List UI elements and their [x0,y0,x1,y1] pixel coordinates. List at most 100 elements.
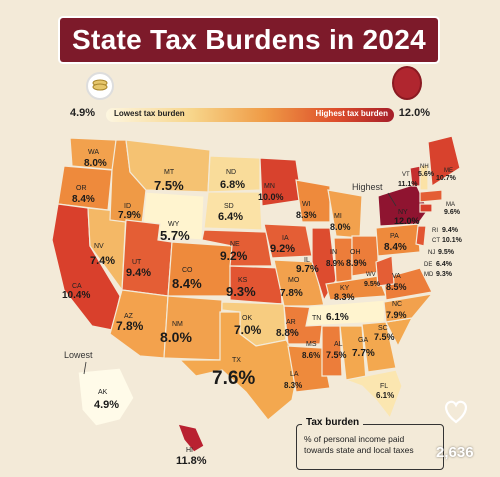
label-abbr-tn: TN [312,315,321,322]
state-ga [361,321,397,373]
label-abbr-mi: MI [334,213,342,220]
scale-low-label: Lowest tax burden [114,109,185,118]
label-value-wa: 8.0% [84,158,107,169]
lowest-callout-line [83,361,87,375]
label-value-nv: 7.4% [90,255,115,267]
legend-box [296,424,444,470]
label-value-nm: 8.0% [160,329,192,345]
label-value-la: 8.3% [284,381,302,390]
label-abbr-nm: NM [172,321,183,328]
label-value-nd: 6.8% [220,179,245,191]
label-value-va: 8.5% [386,282,407,292]
label-abbr-al: AL [334,341,343,348]
label-value-ak: 4.9% [94,399,119,411]
scale-high-value: 12.0% [398,107,430,119]
label-abbr-mn: MN [264,183,275,190]
label-value-mn: 10.0% [258,192,284,202]
like-count: 2,636 [436,444,474,461]
label-value-ma: 9.6% [444,209,461,216]
state-nh [419,163,429,191]
label-abbr-mo: MO [288,277,300,284]
label-abbr-nc: NC [392,301,402,308]
label-value-mt: 7.5% [154,178,184,193]
label-abbr-me: ME [444,168,453,174]
state-az [109,289,169,359]
label-value-wy: 5.7% [160,228,190,243]
label-abbr-oh: OH [350,249,361,256]
label-value-tx: 7.6% [212,368,255,389]
label-abbr-pa: PA [390,233,399,240]
state-nj [415,225,427,247]
label-abbr-ne: NE [230,241,240,248]
label-value-md: 9.3% [436,271,453,278]
label-abbr-in: IN [330,249,337,256]
label-abbr-wy: WY [168,221,180,228]
label-value-id: 7.9% [118,210,141,221]
label-value-ky: 8.3% [334,292,355,302]
page-title: State Tax Burdens in 2024 [72,24,426,55]
scale-gradient-bar [106,108,394,122]
label-abbr-fl: FL [380,383,388,390]
label-value-ne: 9.2% [220,249,248,263]
label-value-ks: 9.3% [226,284,256,299]
legend-description: % of personal income paid towards state … [304,434,414,455]
label-value-nh: 5.6% [418,171,435,178]
state-ms [321,325,343,377]
state-nc [383,293,434,323]
label-abbr-wv: WV [366,272,376,278]
state-ak [77,367,135,427]
label-value-tn: 6.1% [326,312,349,323]
label-value-ia: 9.2% [270,243,295,255]
label-abbr-ca: CA [72,283,82,290]
label-abbr-or: OR [76,185,87,192]
label-value-il: 9.7% [296,264,319,275]
label-value-or: 8.4% [72,194,95,205]
label-abbr-wi: WI [302,201,311,208]
callout-highest: Highest [352,182,383,192]
label-abbr-ma: MA [446,202,455,208]
scale-high-label: Highest tax burden [315,109,388,118]
state-nm [163,295,223,361]
state-hi [177,423,205,453]
highest-callout-line [387,192,397,207]
label-abbr-wa: WA [88,149,99,156]
label-abbr-ok: OK [242,315,252,322]
label-value-fl: 6.1% [376,391,394,400]
state-nd [207,155,261,193]
label-abbr-ak: AK [98,389,108,396]
label-abbr-mt: MT [164,169,175,176]
label-abbr-sc: SC [378,325,388,332]
label-abbr-ia: IA [282,235,289,242]
state-shapes [51,135,461,453]
label-value-ga: 7.7% [352,348,375,359]
label-value-ny: 12.0% [394,216,420,226]
label-value-oh: 8.9% [346,258,367,268]
state-fl [343,369,403,420]
state-oh [351,235,379,277]
like-heart-icon[interactable] [442,398,470,424]
label-abbr-la: LA [290,371,299,378]
label-value-mi: 8.0% [330,222,351,232]
label-value-ut: 9.4% [126,267,151,279]
label-abbr-tx: TX [232,357,241,364]
label-value-in: 8.9% [326,259,344,268]
label-value-ok: 7.0% [234,323,262,337]
label-value-pa: 8.4% [384,242,407,253]
label-value-ct: 10.1% [442,237,463,244]
label-value-ar: 8.8% [276,328,299,339]
label-value-az: 7.8% [116,319,144,333]
label-abbr-ms: MS [306,341,317,348]
label-value-ri: 9.4% [442,227,459,234]
label-value-mo: 7.8% [280,288,303,299]
label-value-sd: 6.4% [218,211,243,223]
state-mt [125,139,211,193]
label-abbr-de: DE [424,262,432,268]
label-abbr-ks: KS [238,277,248,284]
label-value-wv: 9.5% [364,281,381,288]
label-abbr-vt: VT [402,172,410,178]
state-ny [377,183,429,227]
label-value-nc: 7.9% [386,310,407,320]
label-value-ca: 10.4% [62,290,90,301]
label-abbr-ut: UT [132,259,142,266]
label-abbr-id: ID [124,203,131,210]
